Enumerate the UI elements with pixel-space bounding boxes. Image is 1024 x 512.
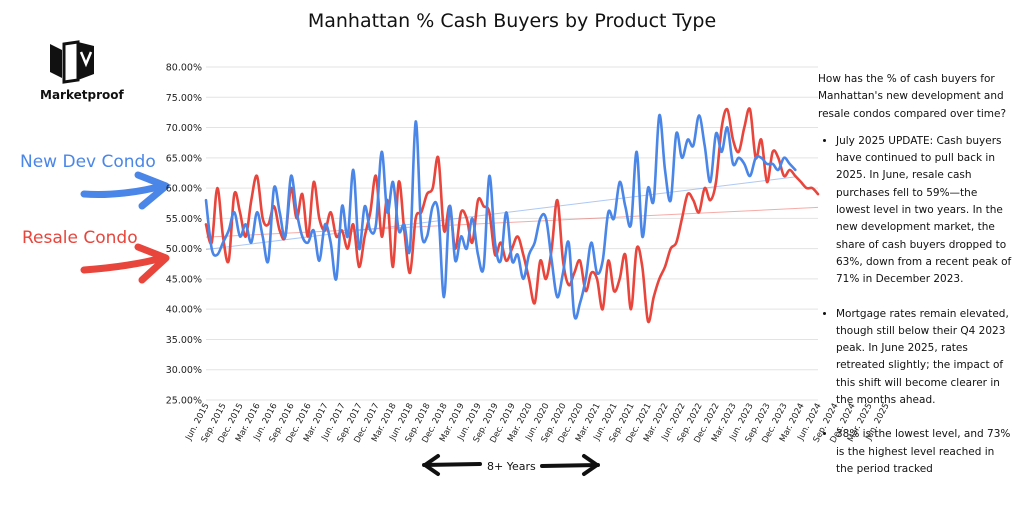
y-tick-label: 35.00%	[166, 335, 202, 346]
chart-title: Manhattan % Cash Buyers by Product Type	[307, 10, 717, 32]
y-tick-label: 75.00%	[166, 93, 202, 104]
y-tick-label: 45.00%	[166, 274, 202, 285]
commentary-question: How has the % of cash buyers for Manhatt…	[818, 73, 1007, 120]
resale-arrow	[80, 243, 170, 284]
y-tick-label: 50.00%	[166, 244, 202, 255]
new-dev-arrow	[80, 171, 170, 210]
new-dev-trendline	[205, 176, 796, 250]
marketproof-logo[interactable]: Marketproof	[40, 40, 124, 104]
right-arrow	[540, 454, 600, 476]
y-tick-label: 65.00%	[166, 153, 202, 164]
commentary-panel: How has the % of cash buyers for Manhatt…	[818, 71, 1014, 495]
left-arrow	[422, 454, 482, 476]
marketproof-logo-icon	[50, 40, 94, 84]
y-tick-label: 30.00%	[166, 365, 202, 376]
commentary-bullets: July 2025 UPDATE: Cash buyers have conti…	[818, 133, 1014, 478]
commentary-bullet: July 2025 UPDATE: Cash buyers have conti…	[836, 133, 1014, 289]
y-tick-label: 70.00%	[166, 123, 202, 134]
commentary-bullet: 38% is the lowest level, and 73% is the …	[836, 426, 1014, 478]
y-tick-label: 55.00%	[166, 214, 202, 225]
new-dev-series-line	[204, 114, 797, 320]
y-tick-label: 25.00%	[166, 396, 202, 407]
resale-label: Resale Condo	[22, 228, 138, 248]
years-label: 8+ Years	[487, 460, 536, 473]
y-tick-label: 40.00%	[166, 305, 202, 316]
y-tick-label: 60.00%	[166, 184, 202, 195]
new-dev-label: New Dev Condo	[20, 152, 156, 172]
commentary-bullet: Mortgage rates remain elevated, though s…	[836, 306, 1014, 410]
y-tick-label: 80.00%	[166, 63, 202, 74]
logo-text: Marketproof	[40, 88, 124, 102]
